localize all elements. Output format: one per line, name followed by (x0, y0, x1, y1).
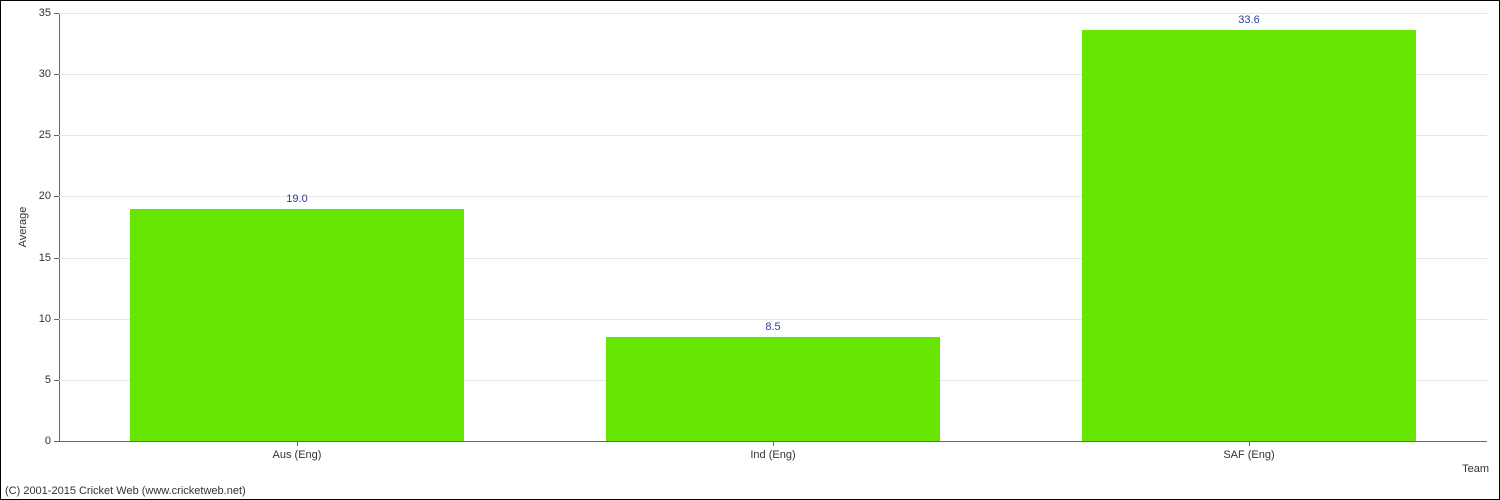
y-tick-label: 5 (45, 374, 59, 386)
y-axis-title: Average (17, 207, 29, 248)
y-tick-label: 10 (39, 313, 59, 325)
bar-value-label: 19.0 (286, 193, 307, 209)
x-axis-title: Team (1462, 463, 1489, 475)
bar-value-label: 8.5 (765, 321, 780, 337)
bar (130, 209, 463, 441)
y-tick-label: 15 (39, 252, 59, 264)
copyright-text: (C) 2001-2015 Cricket Web (www.cricketwe… (5, 485, 246, 497)
bar (606, 337, 939, 441)
y-tick-label: 25 (39, 129, 59, 141)
x-tick-label: Aus (Eng) (273, 441, 322, 461)
chart-container: 0 5 10 15 20 25 30 35 19.0 Aus (Eng) 8.5 Ind (Eng) 3… (0, 0, 1500, 500)
y-tick-label: 20 (39, 190, 59, 202)
y-tick-label: 0 (45, 435, 59, 447)
bar-value-label: 33.6 (1238, 14, 1259, 30)
y-axis-line (59, 13, 60, 441)
plot-area: 0510152025303519.0Aus (Eng)8.5Ind (Eng)3… (59, 13, 1487, 441)
bar (1082, 30, 1415, 441)
grid-line (59, 13, 1487, 14)
y-tick-label: 30 (39, 68, 59, 80)
y-tick-label: 35 (39, 7, 59, 19)
x-tick-label: Ind (Eng) (750, 441, 795, 461)
x-tick-label: SAF (Eng) (1223, 441, 1274, 461)
